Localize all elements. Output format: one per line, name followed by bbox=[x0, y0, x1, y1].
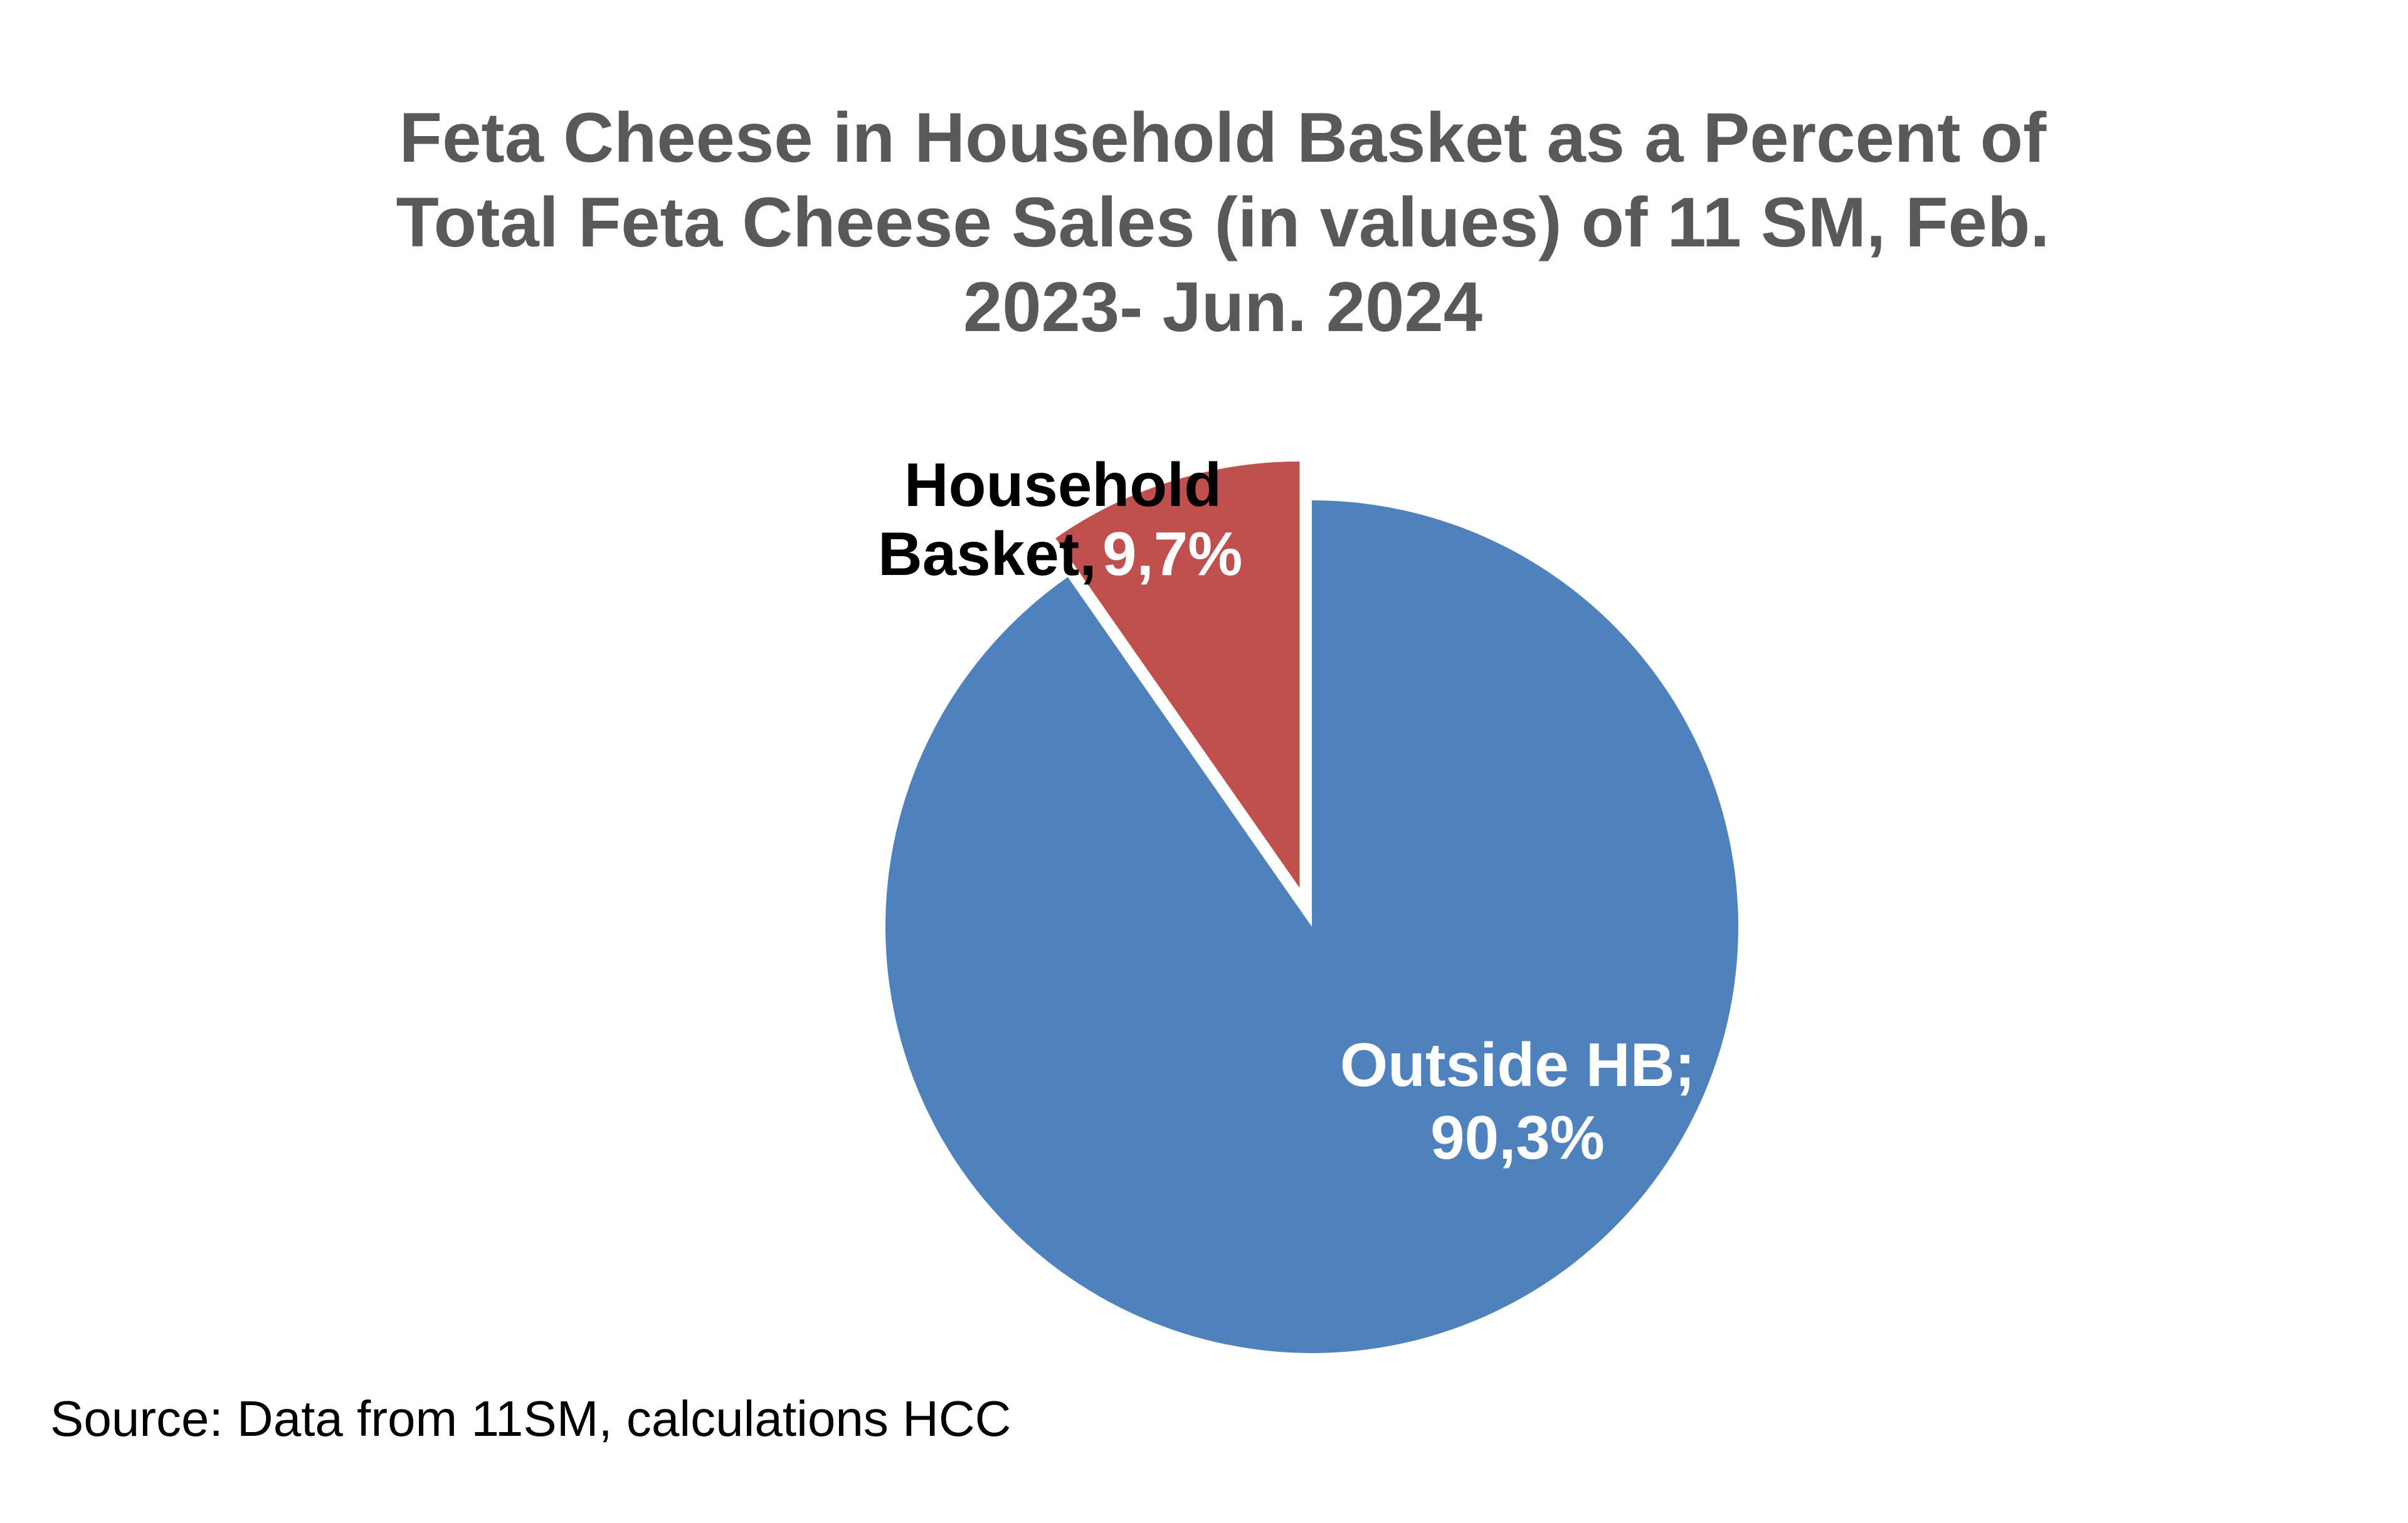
chart-title: Feta Cheese in Household Basket as a Per… bbox=[396, 98, 2050, 346]
household-label-line-1: Household bbox=[904, 450, 1222, 519]
outside-hb-value-label: 90,3% bbox=[1430, 1103, 1605, 1172]
pie-slice-household-basket bbox=[1055, 461, 1300, 888]
chart-title-line-3: 2023- Jun. 2024 bbox=[963, 268, 1482, 346]
chart-title-line-1: Feta Cheese in Household Basket as a Per… bbox=[399, 98, 2047, 177]
household-label-name: Basket, bbox=[878, 519, 1097, 588]
pie-plot-area bbox=[885, 461, 1738, 1353]
data-labels: Household Basket, 9,7% Outside HB; 90,3% bbox=[878, 450, 1695, 1172]
household-value-label: 9,7% bbox=[1102, 519, 1242, 588]
source-note: Source: Data from 11SM, calculations HCC bbox=[50, 1391, 1011, 1447]
chart-title-line-2: Total Feta Cheese Sales (in values) of 1… bbox=[396, 183, 2050, 261]
outside-hb-label: Outside HB; bbox=[1340, 1030, 1695, 1099]
pie-slice-outside-hb bbox=[885, 500, 1738, 1353]
